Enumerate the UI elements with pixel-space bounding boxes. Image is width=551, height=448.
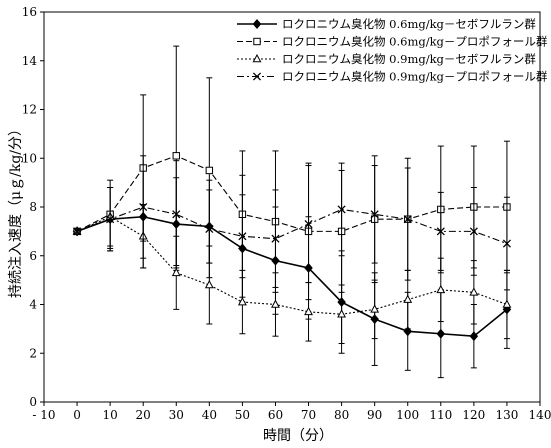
series-line [76,155,507,232]
x-tick-label: 20 [136,408,151,422]
legend-label: ロクロニウム臭化物 0.9mg/kg－プロポフォール群 [282,70,548,84]
data-point [237,296,247,306]
y-tick-label: 12 [22,103,37,117]
data-point [271,234,280,243]
y-tick-label: 4 [29,298,37,312]
y-tick-label: 8 [29,200,37,214]
y-tick-label: 0 [29,395,37,409]
x-tick-label: 130 [495,408,518,422]
y-tick-label: 2 [29,346,37,360]
legend-label: ロクロニウム臭化物 0.6mg/kg－セボフルラン群 [282,17,536,31]
data-point [469,287,479,296]
x-tick-label: 60 [268,408,283,422]
data-point [337,205,346,214]
y-tick-label: 16 [22,5,37,19]
data-point [502,299,512,308]
data-point [370,210,379,219]
x-tick-label: 50 [235,408,250,422]
x-axis-label: 時間（分） [263,428,333,444]
x-tick-label: 80 [334,408,349,422]
legend-label: ロクロニウム臭化物 0.6mg/kg－プロポフォール群 [282,35,548,49]
series-2 [73,45,511,301]
legend-swatch-marker [252,72,262,81]
y-tick-label: 10 [22,151,37,165]
data-point [304,220,313,229]
x-tick-label: 70 [301,408,316,422]
x-tick-label: 0 [73,408,81,422]
data-point [171,267,181,277]
data-point [238,232,247,241]
y-axis-label: 持続注入速度（μｇ/kg/分） [7,122,24,298]
x-tick-label: 120 [462,408,485,422]
data-point [436,284,446,294]
x-tick-label: - 10 [32,408,55,422]
x-tick-label: 90 [367,408,382,422]
data-point [172,210,181,219]
legend-label: ロクロニウム臭化物 0.9mg/kg－セボフルラン群 [282,52,536,66]
data-point [205,166,214,175]
data-point [436,227,445,236]
data-point [205,224,214,233]
legend-item: ロクロニウム臭化物 0.6mg/kg－プロポフォール群 [237,35,548,49]
data-point [469,227,478,236]
legend-swatch-marker [252,53,262,63]
data-point [370,304,380,313]
data-point [139,202,148,212]
legend-item: ロクロニウム臭化物 0.9mg/kg－セボフルラン群 [237,52,536,66]
plot-axes [40,11,541,406]
series-1 [72,165,512,379]
data-point [172,152,180,160]
series-line [76,206,508,245]
x-tick-labels: - 10 0 10 20 30 40 50 60 70 80 90 100 110 120 130 140 [32,408,551,422]
legend-item: ロクロニウム臭化物 0.6mg/kg－セボフルラン群 [237,17,536,31]
x-tick-label: 100 [396,408,419,422]
data-point [502,239,511,248]
y-tick-label: 14 [22,54,38,68]
series-line [76,215,508,338]
data-point [436,328,446,339]
data-point [304,306,313,316]
x-tick-label: 140 [529,408,551,422]
series-4 [73,155,511,298]
data-point [337,309,347,318]
data-point [73,227,82,236]
x-tick-label: 40 [202,408,217,422]
series-3 [72,187,512,344]
series-line [76,216,508,315]
x-tick-label: 10 [102,408,117,422]
x-tick-label: 110 [429,408,452,422]
data-point [271,299,280,308]
data-point [403,215,412,224]
y-tick-labels: 0 2 4 6 8 10 12 14 16 [22,5,38,409]
data-point [469,331,479,342]
y-tick-label: 6 [29,249,37,263]
data-point [204,279,214,289]
series-layer [72,45,512,379]
legend-swatch-marker [252,19,262,29]
data-point [106,215,115,224]
legend-item: ロクロニウム臭化物 0.9mg/kg－プロポフォール群 [237,70,548,84]
legend-swatch-marker [253,37,261,46]
x-tick-label: 30 [169,408,184,422]
data-point [403,294,413,303]
